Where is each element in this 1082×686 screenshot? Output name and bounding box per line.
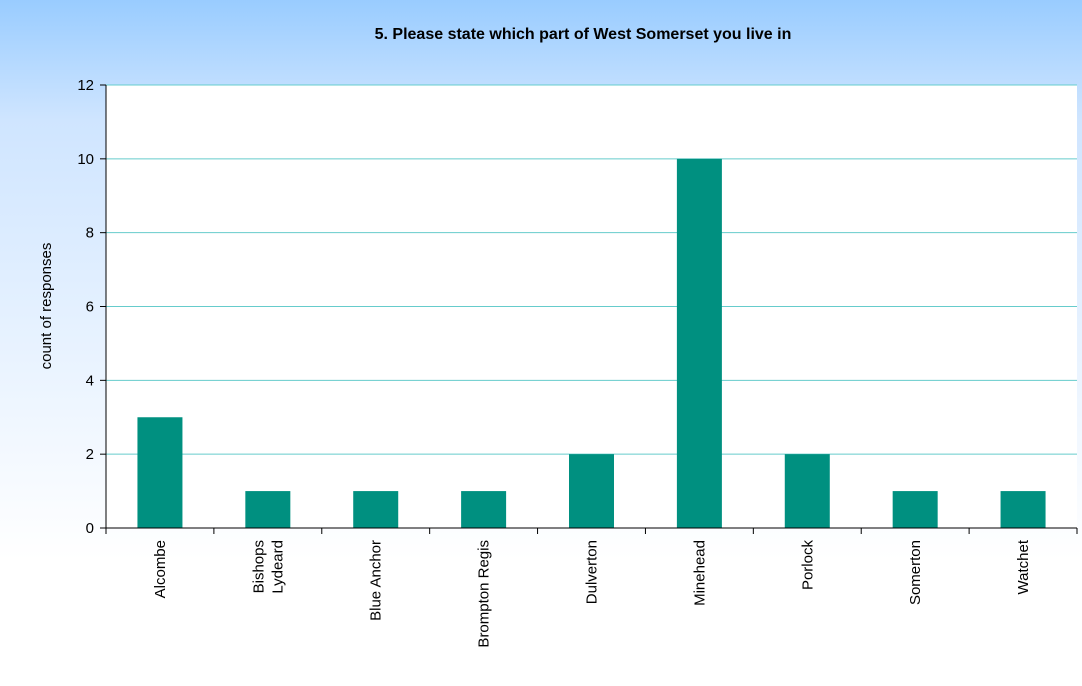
bar xyxy=(1000,491,1046,528)
bar xyxy=(353,491,399,528)
bar xyxy=(461,491,507,528)
x-tick-label: Minehead xyxy=(691,540,708,606)
bar xyxy=(676,158,722,529)
x-tick-label: Alcombe xyxy=(152,540,169,598)
bar xyxy=(784,454,830,528)
axes xyxy=(100,84,1078,534)
chart-title: 5. Please state which part of West Somer… xyxy=(375,26,792,43)
x-tick-labels: Alcombe Bishops Lydeard Blue Anchor Brompton… xyxy=(152,539,1032,647)
y-tick-label: 4 xyxy=(86,372,94,389)
x-tick-label: Somerton xyxy=(907,540,924,605)
bar xyxy=(569,454,614,528)
x-tick-label: Blue Anchor xyxy=(368,540,385,621)
x-tick-label: Dulverton xyxy=(584,540,601,604)
bar xyxy=(892,491,938,528)
bars xyxy=(137,158,1046,529)
y-tick-label: 10 xyxy=(77,151,94,168)
y-tick-label: 2 xyxy=(86,446,94,463)
x-tick-label: Bishops xyxy=(250,540,267,593)
x-tick-label: Watchet xyxy=(1015,539,1032,594)
bar xyxy=(137,417,183,528)
y-axis-label: count of responses xyxy=(38,243,55,370)
y-tick-labels: 0 2 4 6 8 10 12 xyxy=(77,77,94,537)
gridlines xyxy=(106,84,1077,455)
x-tick-label: Brompton Regis xyxy=(476,540,493,648)
bar xyxy=(245,491,291,528)
y-tick-label: 6 xyxy=(86,299,94,316)
y-tick-label: 0 xyxy=(86,520,94,537)
x-tick-label: Lydeard xyxy=(269,540,286,594)
y-tick-label: 12 xyxy=(77,77,94,94)
y-tick-label: 8 xyxy=(86,225,94,242)
x-tick-label: Porlock xyxy=(799,540,816,591)
